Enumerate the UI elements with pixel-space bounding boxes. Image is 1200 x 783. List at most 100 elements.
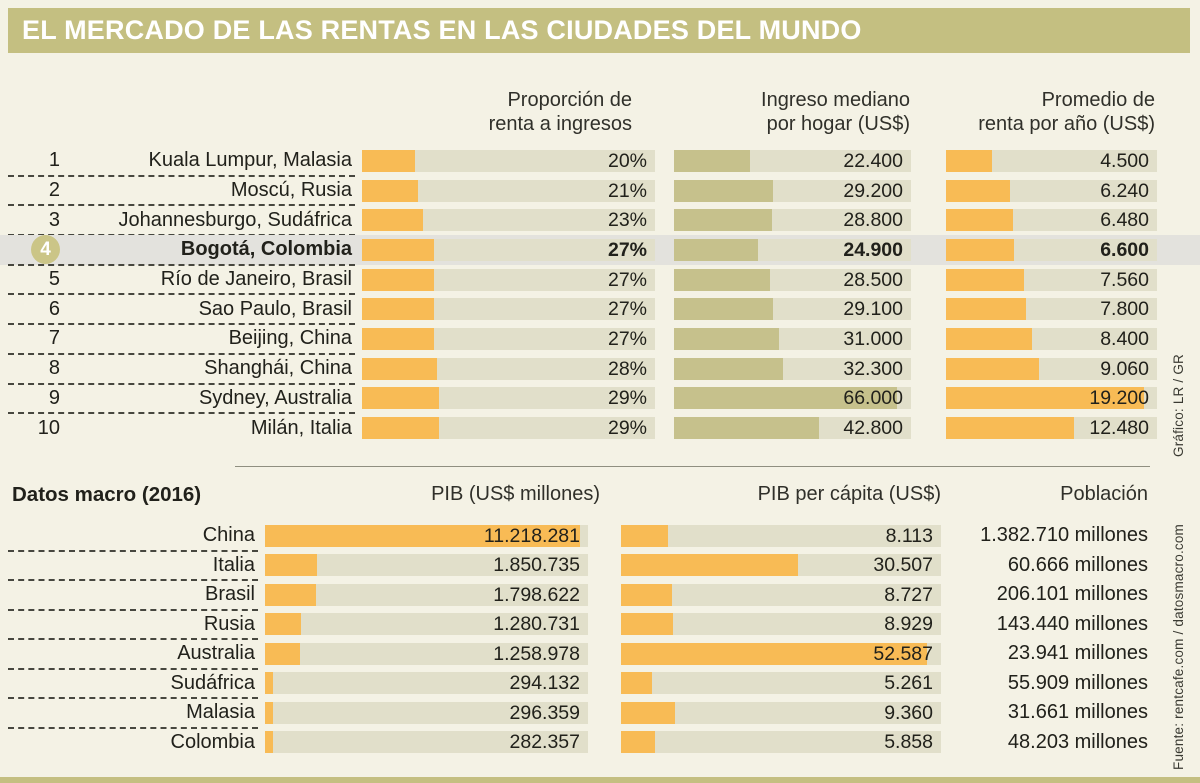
bar-fill (674, 209, 772, 232)
city-row: 10 Milán, Italia 29% 42.800 12.480 (8, 413, 1192, 443)
population-value: 31.661 millones (1007, 701, 1148, 724)
column-header-income-line1: Ingreso mediano (761, 89, 910, 111)
bar-value: 21% (607, 179, 647, 202)
bar-fill (946, 179, 1011, 202)
bar-value: 9.360 (884, 701, 933, 724)
bar-value: 24.900 (843, 238, 903, 261)
bar-fill (674, 387, 898, 410)
bar-fill (674, 179, 773, 202)
ratio-bar: 28% (362, 357, 655, 380)
bar-value: 6.240 (1100, 179, 1149, 202)
section-divider (235, 466, 1150, 467)
population-value: 206.101 millones (996, 583, 1148, 606)
column-header-income: Ingreso mediano por hogar (US$) (761, 88, 910, 136)
city-row: 9 Sydney, Australia 29% 66.000 19.200 (8, 384, 1192, 414)
cities-table: 1 Kuala Lumpur, Malasia 20% 22.400 4.500 2 Mos… (0, 146, 1200, 443)
city-name: Moscú, Rusia (230, 179, 352, 202)
bar-value: 29% (607, 417, 647, 440)
bar-fill (674, 327, 779, 350)
bar-value: 8.400 (1100, 327, 1149, 350)
bar-fill (362, 149, 416, 172)
column-header-population: Población (1060, 483, 1148, 505)
city-name: Bogotá, Colombia (180, 238, 352, 261)
bar-fill (265, 583, 316, 606)
bar-fill (621, 524, 669, 547)
bar-value: 1.258.978 (493, 642, 580, 665)
population-value: 60.666 millones (1007, 553, 1148, 576)
pib-per-capita-bar: 52.587 (621, 642, 941, 665)
income-bar: 24.900 (674, 238, 911, 261)
bar-fill (265, 731, 273, 754)
ratio-bar: 29% (362, 387, 655, 410)
bar-fill (621, 672, 652, 695)
rent-bar: 6.600 (946, 238, 1157, 261)
bar-value: 29.100 (843, 298, 903, 321)
bar-fill (362, 417, 440, 440)
bar-value: 9.060 (1100, 357, 1149, 380)
pib-per-capita-bar: 5.858 (621, 731, 941, 754)
macro-row: Malasia 296.359 9.360 31.661 millones (8, 698, 1192, 728)
rank-cell: 1 (48, 149, 60, 172)
macro-row: China 11.218.281 8.113 1.382.710 millones (8, 521, 1192, 551)
bar-fill (621, 701, 676, 724)
pib-bar: 1.280.731 (265, 613, 588, 636)
page-title: EL MERCADO DE LAS RENTAS EN LAS CIUDADES… (22, 15, 862, 45)
pib-bar: 1.798.622 (265, 583, 588, 606)
bar-value: 23% (607, 209, 647, 232)
pib-per-capita-bar: 8.929 (621, 613, 941, 636)
country-name: Colombia (170, 730, 255, 753)
macro-row: Rusia 1.280.731 8.929 143.440 millones (8, 610, 1192, 640)
population-value: 48.203 millones (1007, 730, 1148, 753)
bar-fill (265, 554, 317, 577)
ratio-bar: 27% (362, 268, 655, 291)
pib-per-capita-bar: 9.360 (621, 701, 941, 724)
bar-fill (362, 238, 434, 261)
city-name: Kuala Lumpur, Malasia (148, 149, 352, 172)
bar-value: 66.000 (843, 387, 903, 410)
rent-bar: 6.480 (946, 209, 1157, 232)
country-name: Sudáfrica (170, 671, 256, 694)
bar-fill (674, 298, 773, 321)
bar-value: 5.261 (884, 672, 933, 695)
macro-row: Brasil 1.798.622 8.727 206.101 millones (8, 580, 1192, 610)
title-bar: EL MERCADO DE LAS RENTAS EN LAS CIUDADES… (8, 8, 1190, 53)
city-name: Johannesburgo, Sudáfrica (118, 208, 353, 231)
pib-bar: 282.357 (265, 731, 588, 754)
bar-value: 31.000 (843, 327, 903, 350)
bar-value: 28% (607, 357, 647, 380)
rank-cell: 4 (8, 235, 60, 265)
column-header-pib-per-capita: PIB per cápita (US$) (757, 483, 941, 505)
population-value: 1.382.710 millones (980, 524, 1148, 547)
bar-value: 32.300 (843, 357, 903, 380)
bar-value: 8.727 (884, 583, 933, 606)
bar-value: 8.113 (885, 524, 933, 547)
bar-fill (946, 209, 1013, 232)
bar-fill (362, 209, 424, 232)
bar-fill (946, 298, 1027, 321)
country-name: Australia (177, 642, 255, 665)
bar-value: 29% (607, 387, 647, 410)
rank-cell: 2 (48, 179, 60, 202)
bar-value: 282.357 (509, 731, 581, 754)
country-name: Rusia (203, 612, 255, 635)
population-value: 143.440 millones (996, 612, 1148, 635)
bar-fill (674, 417, 819, 440)
rank-cell: 8 (48, 357, 60, 380)
bar-fill (362, 357, 437, 380)
bar-value: 29.200 (843, 179, 903, 202)
bar-value: 28.500 (843, 268, 903, 291)
bar-fill (621, 642, 927, 665)
ratio-bar: 27% (362, 327, 655, 350)
rent-bar: 4.500 (946, 149, 1157, 172)
column-header-pib: PIB (US$ millones) (431, 483, 600, 505)
column-header-ratio-line2: renta a ingresos (488, 113, 632, 135)
city-row: 6 Sao Paulo, Brasil 27% 29.100 7.800 (8, 294, 1192, 325)
bar-fill (674, 357, 784, 380)
rent-bar: 9.060 (946, 357, 1157, 380)
rank-cell: 7 (48, 327, 60, 350)
macro-section-title: Datos macro (2016) (12, 483, 202, 506)
rent-bar: 7.560 (946, 268, 1157, 291)
income-bar: 22.400 (674, 149, 911, 172)
city-name: Milán, Italia (250, 416, 352, 439)
bar-value: 27% (607, 298, 647, 321)
